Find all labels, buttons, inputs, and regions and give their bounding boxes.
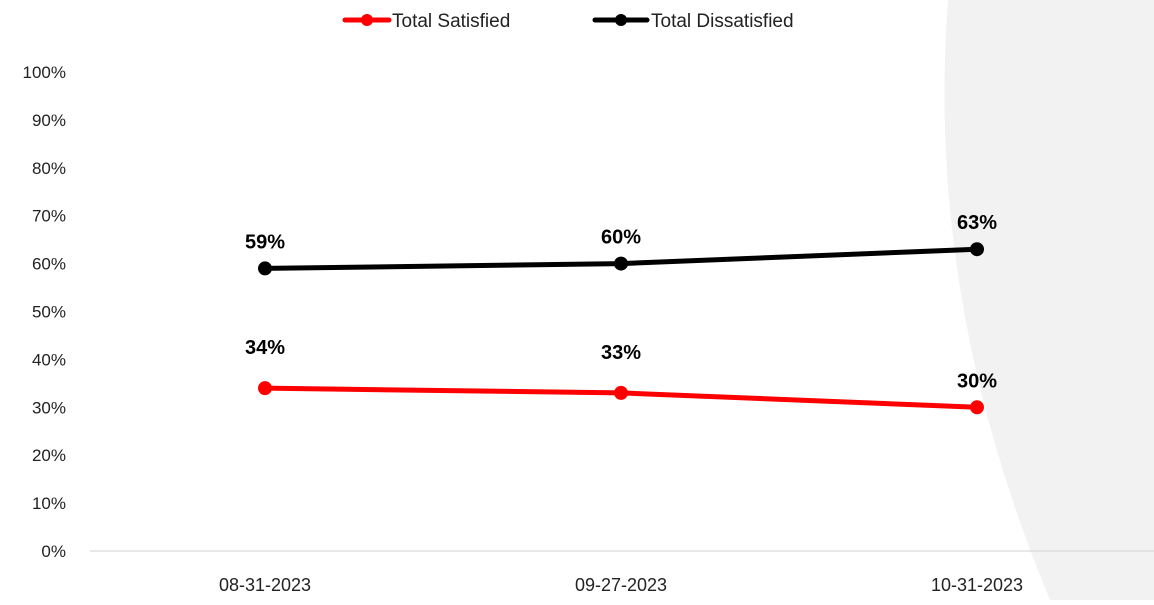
data-point — [614, 256, 628, 271]
legend-label: Total Dissatisfied — [651, 11, 794, 32]
legend-marker — [615, 14, 627, 26]
data-label: 34% — [245, 337, 285, 359]
x-tick-label: 10-31-2023 — [931, 575, 1023, 595]
legend-item: Total Satisfied — [342, 11, 510, 32]
data-point — [970, 400, 984, 415]
x-tick-label: 09-27-2023 — [575, 575, 667, 595]
data-label: 33% — [601, 342, 641, 364]
x-axis-ticks: 08-31-2023 09-27-2023 10-31-2023 — [219, 575, 1023, 595]
y-tick-label: 60% — [32, 255, 66, 274]
data-label: 30% — [957, 370, 997, 392]
data-point — [970, 242, 984, 257]
legend: Total Satisfied Total Dissatisfied — [342, 11, 794, 32]
y-tick-label: 20% — [32, 446, 66, 465]
y-tick-label: 30% — [32, 398, 66, 417]
y-tick-label: 40% — [32, 350, 66, 369]
data-label: 60% — [601, 227, 641, 249]
background-shape — [944, 0, 1154, 600]
data-label: 59% — [245, 231, 285, 253]
data-label: 63% — [957, 212, 997, 234]
y-tick-label: 50% — [32, 303, 66, 322]
data-point — [614, 385, 628, 400]
data-point — [258, 261, 272, 276]
data-labels-layer: 34% 33% 30% 59% 60% 63% — [245, 212, 997, 392]
series-layer — [258, 242, 984, 415]
legend-item: Total Dissatisfied — [592, 11, 794, 32]
y-tick-label: 80% — [32, 159, 66, 178]
y-tick-label: 70% — [32, 207, 66, 226]
data-point — [258, 381, 272, 396]
y-axis-ticks: 0% 10% 20% 30% 40% 50% 60% 70% 80% 90% 100% — [23, 63, 66, 561]
y-tick-label: 10% — [32, 494, 66, 513]
legend-marker — [361, 14, 373, 26]
y-tick-label: 90% — [32, 111, 66, 130]
y-tick-label: 100% — [23, 63, 66, 82]
y-tick-label: 0% — [41, 542, 66, 561]
x-tick-label: 08-31-2023 — [219, 575, 311, 595]
legend-label: Total Satisfied — [392, 11, 510, 32]
